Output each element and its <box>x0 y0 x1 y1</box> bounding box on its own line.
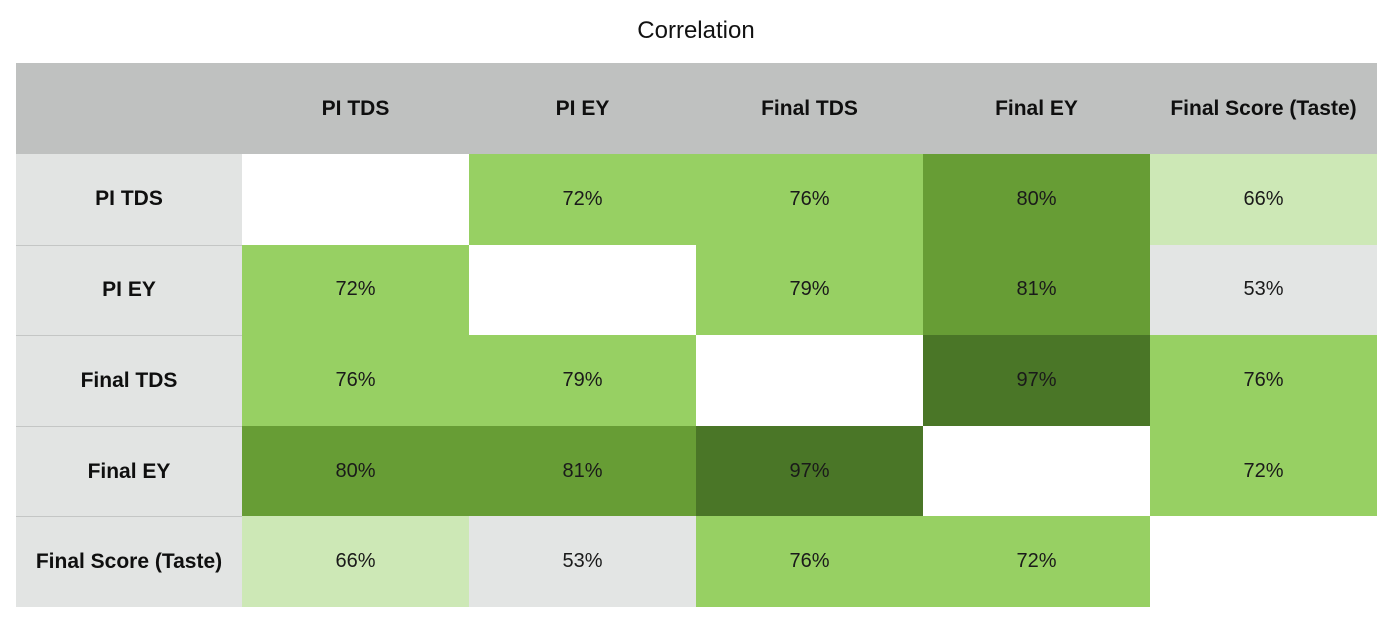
chart-title: Correlation <box>637 17 755 44</box>
diagonal-cell <box>242 154 469 245</box>
row-header-final-score-taste: Final Score (Taste) <box>16 516 242 607</box>
diagonal-cell <box>696 335 923 426</box>
heatmap-cell: 76% <box>1150 335 1377 426</box>
heatmap-cell: 66% <box>1150 154 1377 245</box>
heatmap-cell: 97% <box>923 335 1150 426</box>
column-header-final-ey: Final EY <box>995 96 1078 120</box>
row-header-pi-ey: PI EY <box>16 244 242 336</box>
heatmap-cell: 79% <box>469 335 696 426</box>
heatmap-cell: 72% <box>469 154 696 245</box>
heatmap-cell: 72% <box>1150 425 1377 517</box>
heatmap-cell: 81% <box>469 425 696 517</box>
column-header-pi-tds: PI TDS <box>321 96 390 120</box>
row-header-pi-tds: PI TDS <box>16 154 242 245</box>
heatmap-cell: 97% <box>696 425 923 517</box>
heatmap-cell: 79% <box>696 244 923 336</box>
row-header-final-tds: Final TDS <box>16 335 242 426</box>
diagonal-cell <box>469 244 696 336</box>
heatmap-cell: 76% <box>696 516 923 607</box>
heatmap-cell: 76% <box>242 335 469 426</box>
heatmap-cell: 81% <box>923 244 1150 336</box>
column-header-bar <box>16 63 1377 154</box>
column-header-pi-ey: PI EY <box>555 96 610 120</box>
diagonal-cell <box>923 425 1150 517</box>
heatmap-cell: 72% <box>923 516 1150 607</box>
heatmap-cell: 66% <box>242 516 469 607</box>
heatmap-cell: 72% <box>242 244 469 336</box>
heatmap-cell: 80% <box>923 154 1150 245</box>
heatmap-cell: 76% <box>696 154 923 245</box>
heatmap-cell: 53% <box>469 516 696 607</box>
heatmap-cell: 53% <box>1150 244 1377 336</box>
heatmap-cell: 80% <box>242 425 469 517</box>
diagonal-cell <box>1150 516 1377 607</box>
column-header-final-tds: Final TDS <box>761 96 858 120</box>
column-header-final-score-taste: Final Score (Taste) <box>1170 96 1357 120</box>
row-header-final-ey: Final EY <box>16 425 242 517</box>
correlation-matrix: PI TDS PI EY Final TDS Final EY Final Score … <box>16 63 1377 607</box>
